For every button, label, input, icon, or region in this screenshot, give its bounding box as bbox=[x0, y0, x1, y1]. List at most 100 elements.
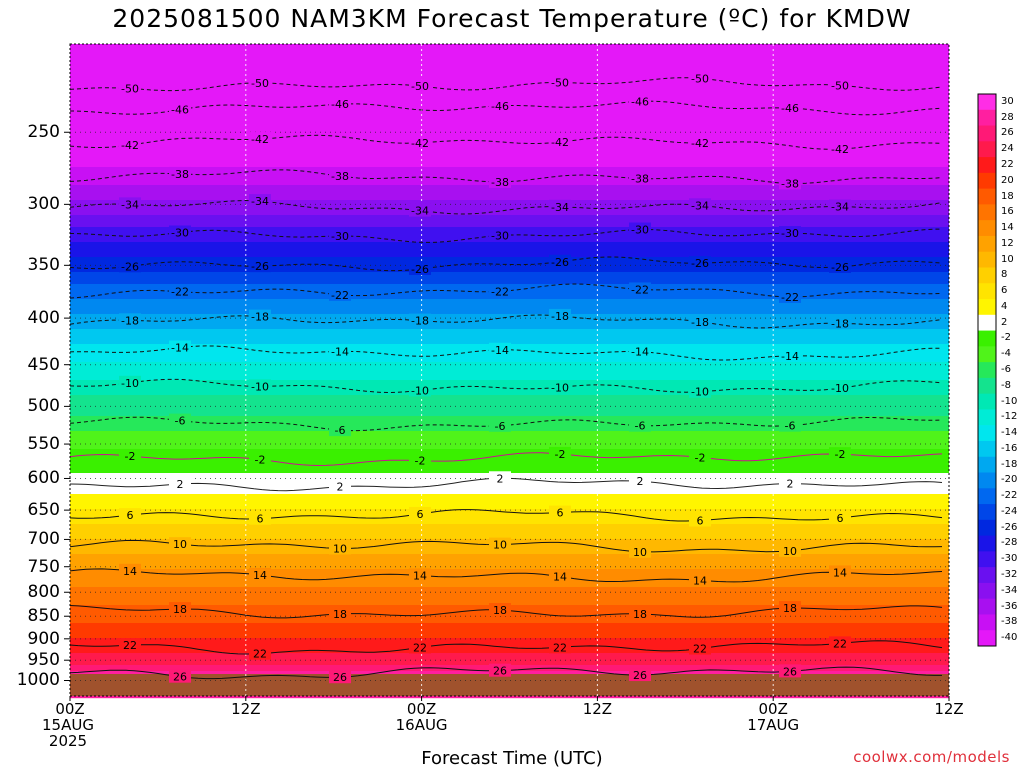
colorbar-label: 10 bbox=[1001, 253, 1014, 265]
colorbar-frame bbox=[977, 93, 997, 647]
plot-frame bbox=[69, 43, 950, 697]
temperature-band bbox=[70, 167, 949, 171]
isotherm-label: 26 bbox=[333, 671, 347, 684]
temperature-band bbox=[70, 407, 949, 411]
isotherm-label: 6 bbox=[557, 507, 564, 520]
isotherm-label: -18 bbox=[551, 310, 569, 323]
isotherm-label: -2 bbox=[255, 453, 266, 466]
temperature-band bbox=[70, 68, 949, 72]
isotherm-label-bg bbox=[329, 229, 351, 243]
temperature-band bbox=[70, 623, 949, 627]
temperature-band bbox=[70, 491, 949, 495]
isotherm-label: -18 bbox=[691, 316, 709, 329]
temperature-band bbox=[70, 326, 949, 330]
temperature-band bbox=[70, 305, 949, 309]
isotherm-label-bg bbox=[689, 573, 711, 587]
isotherm-label-bg bbox=[779, 226, 801, 240]
isotherm-label: -34 bbox=[831, 201, 849, 214]
temperature-band bbox=[70, 311, 949, 315]
isotherm-label: 14 bbox=[833, 566, 847, 579]
isotherm-label: 2 bbox=[637, 475, 644, 488]
temperature-band bbox=[70, 446, 949, 450]
isotherm-label: -18 bbox=[251, 311, 269, 324]
colorbar-label: 30 bbox=[1001, 95, 1014, 107]
credit-link[interactable]: coolwx.com/models bbox=[853, 748, 1010, 766]
isotherm-label-bg bbox=[249, 75, 271, 89]
isotherm-label-bg bbox=[329, 670, 351, 684]
isotherm-label: 6 bbox=[257, 513, 264, 526]
isotherm-label-bg bbox=[549, 505, 571, 519]
isotherm-label-bg bbox=[489, 342, 511, 356]
temperature-band bbox=[70, 359, 949, 363]
isotherm-label-bg bbox=[329, 479, 351, 493]
isotherm-label-bg bbox=[779, 348, 801, 362]
colorbar-label: -12 bbox=[1001, 411, 1018, 423]
isotherm-label-bg bbox=[169, 669, 191, 683]
isotherm-label: -2 bbox=[415, 455, 426, 468]
isotherm-label: -50 bbox=[251, 77, 269, 90]
isotherm-label-bg bbox=[829, 511, 851, 525]
isotherm-line bbox=[69, 568, 943, 583]
isotherm-label-bg bbox=[829, 636, 851, 650]
chart-title: 2025081500 NAM3KM Forecast Temperature (… bbox=[112, 4, 912, 33]
isotherm-label: 2 bbox=[497, 472, 504, 485]
isotherm-label: -22 bbox=[171, 286, 189, 299]
isotherm-label-bg bbox=[629, 544, 651, 558]
isotherm-label: -26 bbox=[691, 257, 709, 270]
colorbar-swatch bbox=[978, 393, 996, 410]
temperature-band bbox=[70, 191, 949, 195]
colorbar-label: 14 bbox=[1001, 222, 1014, 234]
isotherm-label-bg bbox=[829, 565, 851, 579]
isotherm-label-bg bbox=[549, 308, 571, 322]
isotherm-label: -42 bbox=[691, 137, 709, 150]
temperature-band bbox=[70, 434, 949, 438]
isotherm-label: -22 bbox=[491, 285, 509, 298]
temperature-band bbox=[70, 659, 949, 663]
isotherm-label-bg bbox=[689, 256, 711, 270]
isotherm-label-bg bbox=[119, 448, 141, 462]
isotherm-label-bg bbox=[249, 452, 271, 466]
isotherm-label: 26 bbox=[493, 665, 507, 678]
temperature-band bbox=[70, 257, 949, 261]
temperature-band bbox=[70, 308, 949, 312]
isotherm-label: -14 bbox=[491, 344, 509, 357]
isotherm-label-bg bbox=[689, 384, 711, 398]
isotherm-label-bg bbox=[629, 282, 651, 296]
colorbar-swatch bbox=[978, 125, 996, 142]
isotherm-label-bg bbox=[829, 142, 851, 156]
temperature-band bbox=[70, 302, 949, 306]
temperature-band bbox=[70, 467, 949, 471]
temperature-band bbox=[70, 590, 949, 594]
isotherm-label: -10 bbox=[251, 380, 269, 393]
colorbar-swatch bbox=[978, 314, 996, 332]
isotherm-line bbox=[69, 199, 943, 215]
temperature-band bbox=[70, 143, 949, 147]
y-tick-label: 950 bbox=[27, 650, 60, 671]
isotherm-label: 10 bbox=[333, 542, 347, 555]
isotherm-label: 14 bbox=[553, 571, 567, 584]
colorbar-label: -20 bbox=[1001, 474, 1018, 486]
temperature-band bbox=[70, 245, 949, 249]
temperature-band bbox=[70, 437, 949, 441]
isotherm-label: -30 bbox=[631, 224, 649, 237]
temperature-band bbox=[70, 626, 949, 630]
y-tick-label: 400 bbox=[27, 308, 60, 329]
temperature-band bbox=[70, 218, 949, 222]
colorbar-label: 6 bbox=[1001, 285, 1008, 297]
temperature-band bbox=[70, 62, 949, 66]
temperature-band bbox=[70, 83, 949, 87]
isotherm-label-bg bbox=[689, 198, 711, 212]
colorbar-label: 28 bbox=[1001, 111, 1014, 123]
colorbar-label: -14 bbox=[1001, 427, 1018, 439]
temperature-band bbox=[70, 599, 949, 603]
isotherm-label: 6 bbox=[127, 509, 134, 522]
isotherm-label: -22 bbox=[781, 291, 799, 304]
isotherm-label-bg bbox=[409, 135, 431, 149]
temperature-band bbox=[70, 215, 949, 219]
isotherm-label-bg bbox=[689, 641, 711, 655]
isotherm-label-bg bbox=[169, 413, 191, 427]
isotherm-label: -26 bbox=[411, 263, 429, 276]
isotherm-label: 2 bbox=[337, 481, 344, 494]
isotherm-label-bg bbox=[329, 287, 351, 301]
y-tick-label: 800 bbox=[27, 582, 60, 603]
